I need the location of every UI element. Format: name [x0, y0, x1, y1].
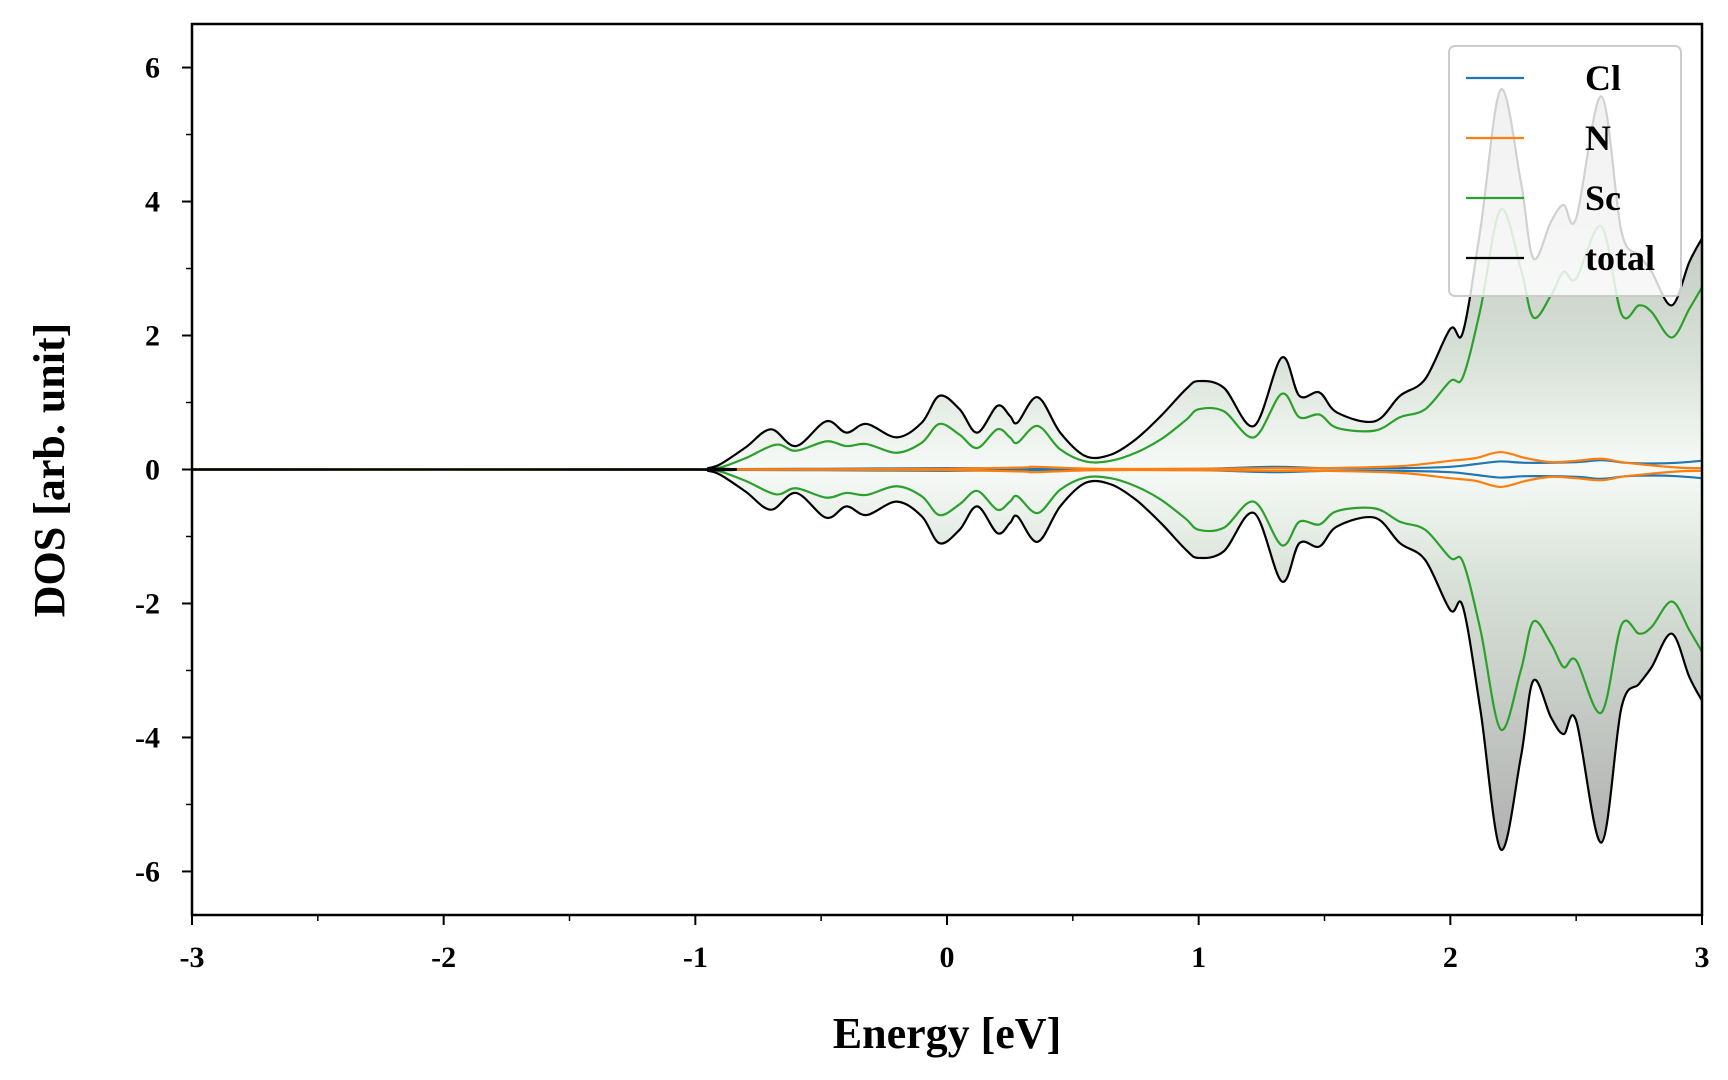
x-axis-title: Energy [eV] — [833, 1009, 1062, 1058]
y-tick-label: 4 — [145, 186, 160, 219]
legend: Cl N Sc total — [1448, 45, 1682, 297]
x-tick-label: -1 — [683, 941, 708, 974]
x-tick-label: 1 — [1191, 941, 1206, 974]
y-tick-label: -2 — [135, 587, 160, 620]
legend-label-sc: Sc — [1585, 178, 1621, 218]
legend-label-total: total — [1585, 238, 1655, 278]
x-tick-label: 3 — [1695, 941, 1710, 974]
y-tick-label: -4 — [135, 721, 160, 754]
x-tick-label: -2 — [431, 941, 456, 974]
legend-label-cl: Cl — [1585, 58, 1621, 98]
series-line-total-down — [192, 468, 1702, 851]
y-tick-label: 0 — [145, 454, 160, 487]
y-tick-label: 6 — [145, 52, 160, 85]
x-tick-label: 2 — [1443, 941, 1458, 974]
y-axis-title: DOS [arb. unit] — [25, 323, 74, 618]
series-line-sc-down — [192, 468, 1702, 731]
y-tick-label: 2 — [145, 320, 160, 353]
x-tick-label: -3 — [180, 941, 205, 974]
legend-label-n: N — [1585, 118, 1611, 158]
y-tick-label: -6 — [135, 855, 160, 888]
x-tick-label: 0 — [940, 941, 955, 974]
legend-box — [1448, 45, 1682, 297]
axis-ticks: -3 -2 -1 0 1 2 3 -6 -4 -2 0 2 4 6 — [135, 52, 1710, 974]
plot-frame — [190, 22, 1704, 917]
